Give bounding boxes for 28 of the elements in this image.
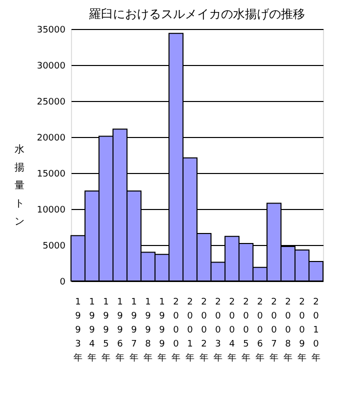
x-tick-label: 1994年 xyxy=(88,298,96,364)
x-tick-label: 2008年 xyxy=(284,298,292,364)
x-tick-label: 2003年 xyxy=(214,298,222,364)
x-tick-label: 1999年 xyxy=(158,298,166,364)
y-axis-title: 水揚量トン xyxy=(14,144,24,228)
y-tick-label: 5000 xyxy=(42,242,66,252)
x-tick-label: 2002年 xyxy=(200,298,208,364)
x-tick-label: 2005年 xyxy=(242,298,250,364)
x-tick-label: 2001年 xyxy=(186,298,194,364)
x-tick-label: 2000年 xyxy=(172,298,180,364)
y-tick-label: 20000 xyxy=(36,134,66,144)
y-tick-label: 25000 xyxy=(36,98,66,108)
x-tick-label: 2009年 xyxy=(298,298,306,364)
x-tick-label: 1996年 xyxy=(116,298,124,364)
x-tick-label: 2007年 xyxy=(270,298,278,364)
y-tick-label: 35000 xyxy=(36,26,66,36)
y-tick-label: 10000 xyxy=(36,206,66,216)
x-tick-label: 1998年 xyxy=(144,298,152,364)
x-tick-label: 1993年 xyxy=(74,298,82,364)
y-tick-label: 0 xyxy=(60,278,66,288)
x-tick-label: 2010年 xyxy=(312,298,320,364)
chart-title: 羅臼におけるスルメイカの水揚げの推移 xyxy=(89,7,305,21)
x-tick-label: 1997年 xyxy=(130,298,138,364)
y-tick-label: 30000 xyxy=(36,62,66,72)
x-tick-label: 2004年 xyxy=(228,298,236,364)
y-tick-label: 15000 xyxy=(36,170,66,180)
x-tick-label: 1995年 xyxy=(102,298,110,364)
x-tick-label: 2006年 xyxy=(256,298,264,364)
